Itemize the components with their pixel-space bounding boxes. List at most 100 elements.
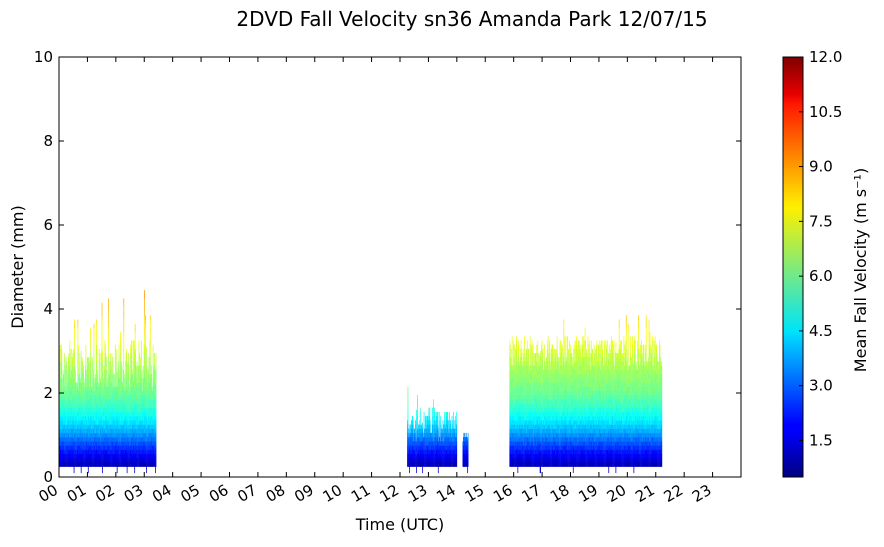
data-cell — [130, 411, 132, 417]
data-cell — [73, 407, 74, 413]
data-cell — [119, 386, 121, 392]
data-cell — [69, 411, 71, 417]
data-cell — [104, 382, 106, 387]
data-cell — [130, 374, 132, 379]
data-cell — [109, 458, 110, 463]
data-cell — [101, 369, 102, 375]
data-cell — [130, 407, 131, 413]
data-cell — [125, 374, 127, 379]
data-cell — [108, 432, 110, 438]
data-cell — [64, 437, 66, 442]
data-cell — [118, 458, 120, 463]
data-cell — [129, 390, 130, 396]
data-cell — [108, 407, 110, 413]
data-cell — [103, 390, 105, 396]
data-cell — [90, 416, 92, 421]
data-cell — [116, 462, 118, 467]
data-cell — [117, 420, 119, 425]
data-cell — [88, 432, 90, 438]
data-cell — [121, 411, 123, 417]
data-cell — [69, 424, 71, 429]
data-cell — [116, 460, 118, 465]
data-cell — [121, 386, 122, 392]
data-cell — [83, 458, 85, 463]
data-cell — [82, 374, 84, 379]
data-cell — [88, 441, 90, 446]
data-cell — [71, 357, 73, 362]
data-cell — [108, 445, 110, 450]
data-cell — [77, 399, 78, 404]
data-cell — [106, 449, 108, 455]
data-cell — [125, 386, 127, 392]
data-cell — [83, 437, 85, 442]
data-cell — [110, 424, 111, 429]
data-cell — [81, 437, 83, 442]
data-cell — [121, 416, 123, 421]
data-cell — [113, 428, 115, 434]
data-cell — [126, 384, 128, 390]
data-cell — [96, 374, 98, 379]
data-cell — [114, 420, 116, 425]
data-cell — [129, 411, 131, 417]
data-cell — [115, 365, 117, 371]
data-cell — [130, 449, 131, 455]
data-cell — [86, 374, 87, 379]
data-cell — [65, 432, 66, 438]
data-cell — [63, 445, 65, 450]
data-cell — [79, 411, 81, 417]
data-cell — [125, 441, 127, 446]
data-cell — [98, 449, 100, 455]
data-cell — [127, 416, 129, 421]
data-cell — [126, 376, 128, 381]
data-cell — [75, 407, 76, 413]
data-cell — [130, 390, 131, 396]
data-cell — [101, 428, 103, 434]
data-cell — [128, 458, 130, 463]
data-cell — [154, 374, 156, 379]
data-cell — [104, 348, 106, 354]
data-cell — [69, 458, 71, 463]
data-cell — [61, 403, 63, 408]
data-cell — [67, 378, 68, 383]
data-cell — [72, 420, 74, 425]
data-cell — [65, 357, 67, 362]
data-cell — [74, 411, 75, 417]
data-cell — [131, 437, 133, 442]
data-cell — [96, 395, 98, 400]
data-cell — [114, 458, 116, 463]
data-cell — [107, 378, 109, 383]
data-cell — [95, 399, 97, 404]
data-cell — [103, 437, 105, 442]
data-cell — [79, 449, 81, 455]
data-cell — [100, 403, 101, 408]
data-cell — [95, 424, 97, 429]
data-cell — [130, 344, 132, 350]
data-cell — [93, 432, 95, 438]
data-cell — [66, 437, 68, 442]
data-cell — [93, 390, 94, 396]
data-cell — [123, 441, 125, 446]
data-cell — [101, 441, 103, 446]
data-cell — [89, 437, 91, 442]
data-cell — [77, 424, 79, 429]
data-cell — [101, 361, 102, 366]
data-cell — [87, 424, 89, 429]
data-cell — [107, 432, 109, 438]
data-cell — [121, 437, 123, 442]
data-cell — [94, 407, 95, 413]
data-cell — [92, 395, 93, 400]
data-cell — [118, 432, 119, 438]
data-cell — [97, 458, 99, 463]
data-cell — [95, 432, 97, 438]
data-cell — [129, 441, 131, 446]
data-cell — [128, 382, 130, 387]
data-cell — [125, 365, 127, 371]
data-cell — [132, 420, 134, 425]
data-cell — [129, 458, 130, 463]
data-cell — [129, 399, 131, 404]
data-cell — [89, 432, 91, 438]
data-cell — [112, 386, 114, 392]
data-cell — [131, 361, 133, 366]
data-cell — [86, 403, 88, 408]
data-cell — [77, 428, 78, 434]
